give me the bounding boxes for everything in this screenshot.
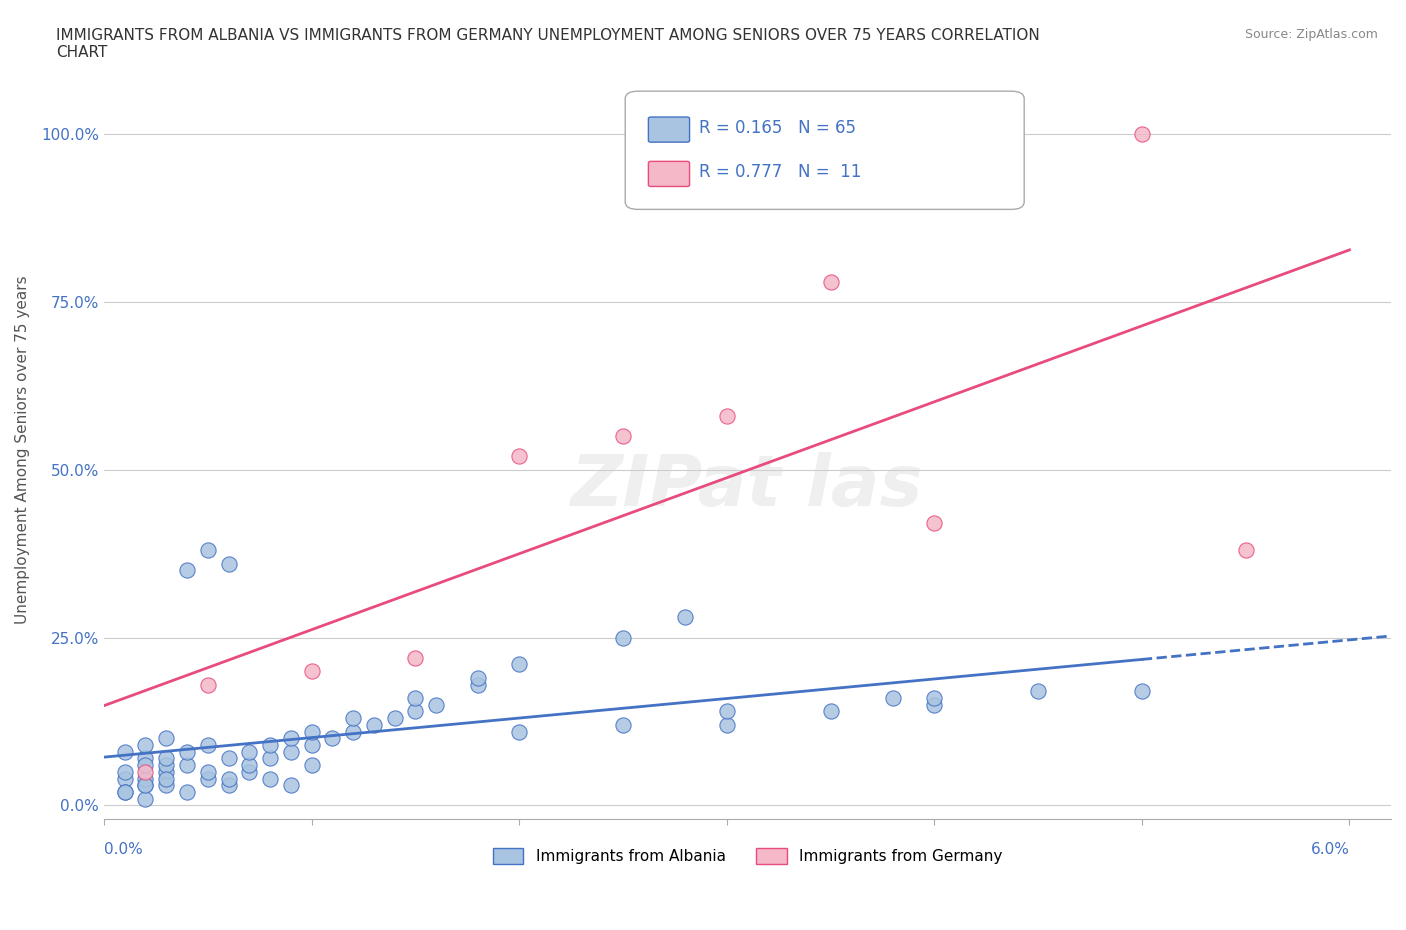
Point bbox=[301, 758, 323, 773]
Point bbox=[218, 777, 240, 792]
Point bbox=[820, 704, 842, 719]
Point bbox=[259, 737, 281, 752]
Point bbox=[882, 690, 904, 705]
Point bbox=[238, 744, 260, 759]
Point bbox=[508, 657, 530, 671]
FancyBboxPatch shape bbox=[648, 162, 689, 187]
Point bbox=[197, 771, 219, 786]
Point bbox=[238, 758, 260, 773]
Point bbox=[155, 771, 177, 786]
Point bbox=[404, 650, 426, 665]
Point bbox=[301, 724, 323, 739]
Point bbox=[280, 744, 302, 759]
Point bbox=[134, 764, 156, 779]
FancyBboxPatch shape bbox=[648, 117, 689, 142]
Text: 6.0%: 6.0% bbox=[1310, 843, 1350, 857]
Point bbox=[1026, 684, 1049, 698]
Point bbox=[155, 731, 177, 746]
Point bbox=[134, 777, 156, 792]
Text: 0.0%: 0.0% bbox=[104, 843, 143, 857]
Point bbox=[176, 744, 198, 759]
Text: ZIPat las: ZIPat las bbox=[571, 452, 924, 521]
Point bbox=[176, 785, 198, 800]
Point bbox=[301, 737, 323, 752]
Point bbox=[508, 449, 530, 464]
Point bbox=[134, 771, 156, 786]
Y-axis label: Unemployment Among Seniors over 75 years: Unemployment Among Seniors over 75 years bbox=[15, 275, 30, 624]
Text: IMMIGRANTS FROM ALBANIA VS IMMIGRANTS FROM GERMANY UNEMPLOYMENT AMONG SENIORS OV: IMMIGRANTS FROM ALBANIA VS IMMIGRANTS FR… bbox=[56, 28, 1040, 60]
Point bbox=[197, 737, 219, 752]
Point bbox=[134, 751, 156, 765]
Legend: Immigrants from Albania, Immigrants from Germany: Immigrants from Albania, Immigrants from… bbox=[486, 842, 1008, 870]
Text: R = 0.165   N = 65: R = 0.165 N = 65 bbox=[699, 119, 856, 137]
Point bbox=[1234, 543, 1257, 558]
Point bbox=[280, 731, 302, 746]
Point bbox=[134, 791, 156, 806]
Point bbox=[155, 751, 177, 765]
Text: R = 0.777   N =  11: R = 0.777 N = 11 bbox=[699, 164, 860, 181]
Point bbox=[612, 631, 634, 645]
Point bbox=[425, 698, 447, 712]
Point bbox=[716, 704, 738, 719]
Point bbox=[820, 274, 842, 289]
Point bbox=[114, 785, 136, 800]
Text: Source: ZipAtlas.com: Source: ZipAtlas.com bbox=[1244, 28, 1378, 41]
Point bbox=[197, 543, 219, 558]
Point bbox=[197, 677, 219, 692]
Point bbox=[1130, 684, 1153, 698]
Point bbox=[218, 556, 240, 571]
Point bbox=[114, 771, 136, 786]
Point bbox=[114, 764, 136, 779]
Point bbox=[301, 664, 323, 679]
Point bbox=[134, 777, 156, 792]
Point bbox=[716, 408, 738, 423]
Point bbox=[924, 516, 946, 531]
Point bbox=[363, 717, 385, 732]
Point bbox=[134, 758, 156, 773]
Point bbox=[924, 690, 946, 705]
Point bbox=[176, 563, 198, 578]
Point bbox=[384, 711, 406, 725]
Point bbox=[155, 777, 177, 792]
Point bbox=[321, 731, 343, 746]
Point bbox=[155, 758, 177, 773]
Point bbox=[134, 737, 156, 752]
Point bbox=[259, 771, 281, 786]
Point bbox=[155, 764, 177, 779]
Point bbox=[924, 698, 946, 712]
Point bbox=[467, 671, 489, 685]
Point bbox=[612, 717, 634, 732]
Point bbox=[114, 744, 136, 759]
Point bbox=[218, 771, 240, 786]
Point bbox=[259, 751, 281, 765]
Point bbox=[404, 690, 426, 705]
Point bbox=[280, 777, 302, 792]
Point bbox=[218, 751, 240, 765]
Point bbox=[1130, 126, 1153, 141]
Point bbox=[342, 724, 364, 739]
Point bbox=[114, 785, 136, 800]
Point bbox=[508, 724, 530, 739]
Point bbox=[404, 704, 426, 719]
Point bbox=[197, 764, 219, 779]
Point bbox=[673, 610, 696, 625]
FancyBboxPatch shape bbox=[626, 91, 1024, 209]
Point bbox=[467, 677, 489, 692]
Point bbox=[612, 429, 634, 444]
Point bbox=[342, 711, 364, 725]
Point bbox=[716, 717, 738, 732]
Point bbox=[238, 764, 260, 779]
Point bbox=[176, 758, 198, 773]
